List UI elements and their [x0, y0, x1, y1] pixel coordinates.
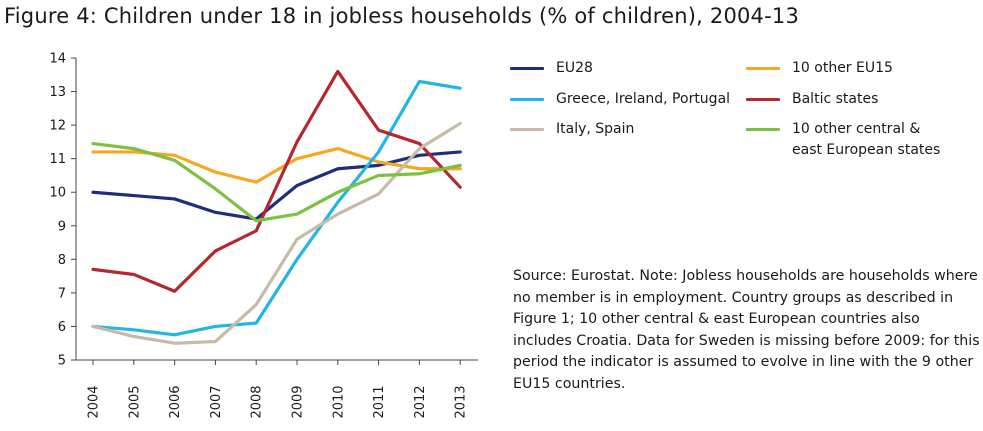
chart-lines: [91, 69, 462, 345]
y-tick-label: 8: [58, 253, 66, 268]
legend-swatch-baltic: [746, 98, 780, 101]
y-tick-label: 6: [58, 320, 66, 335]
legend-item-eu28: EU28: [510, 58, 593, 79]
y-tick-label: 14: [49, 52, 66, 67]
legend-item-other-eu15: 10 other EU15: [746, 58, 893, 79]
legend-item-greece-ireland-portugal: Greece, Ireland, Portugal: [510, 89, 730, 110]
series-line-baltic-states: [91, 69, 462, 293]
y-tick-label: 11: [49, 152, 66, 167]
legend-swatch-eu28: [510, 67, 544, 70]
y-tick-label: 12: [49, 119, 66, 134]
x-tick-label: 2013: [454, 385, 469, 418]
x-tick-label: 2006: [168, 385, 183, 418]
legend-swatch-greece-ireland-portugal: [510, 98, 544, 101]
series-line-italy-spain: [91, 121, 462, 345]
x-tick-label: 2009: [291, 385, 306, 418]
x-tick-label: 2005: [127, 385, 142, 418]
legend-label-other-eu15: 10 other EU15: [792, 60, 893, 76]
legend-label-greece-ireland-portugal: Greece, Ireland, Portugal: [556, 91, 731, 107]
legend-label-cee: 10 other central & east European states: [792, 119, 940, 161]
x-tick-label: 2010: [331, 385, 346, 418]
x-tick-label: 2011: [372, 385, 387, 418]
legend-label-eu28: EU28: [556, 60, 593, 76]
legend-item-baltic: Baltic states: [746, 89, 878, 110]
legend-label-cee-line1: 10 other central &: [792, 121, 921, 137]
legend-label-cee-line2: east European states: [792, 142, 941, 158]
chart-legend: EU28 10 other EU15 Greece, Ireland, Port…: [510, 58, 980, 168]
source-note: Source: Eurostat. Note: Jobless househol…: [513, 268, 980, 392]
y-tick-label: 10: [49, 186, 66, 201]
chart-axes: [75, 58, 478, 361]
y-tick-label: 9: [58, 219, 66, 234]
y-tick-label: 5: [58, 354, 66, 369]
legend-label-italy-spain: Italy, Spain: [556, 121, 635, 137]
legend-label-baltic: Baltic states: [792, 91, 879, 107]
series-line-eu28: [91, 150, 462, 221]
chart-ticks: 5 6 7 8 9 10 11 12 13 14 2004 2005 2006 2007 2008 2009 2…: [49, 52, 468, 419]
x-tick-label: 2004: [87, 385, 102, 418]
x-tick-label: 2012: [413, 385, 428, 418]
y-tick-label: 7: [58, 286, 66, 301]
x-tick-label: 2007: [209, 385, 224, 418]
y-tick-label: 13: [49, 85, 66, 100]
legend-swatch-italy-spain: [510, 128, 544, 131]
chart-title: Figure 4: Children under 18 in jobless h…: [4, 4, 800, 28]
legend-swatch-cee: [746, 128, 780, 131]
legend-item-italy-spain: Italy, Spain: [510, 119, 634, 140]
legend-swatch-other-eu15: [746, 67, 780, 70]
series-line-greece-ireland-portugal: [91, 79, 462, 337]
x-tick-label: 2008: [250, 385, 265, 418]
series-line-10-other-central-east-european-states: [91, 141, 462, 223]
legend-item-cee: 10 other central & east European states: [746, 119, 940, 161]
